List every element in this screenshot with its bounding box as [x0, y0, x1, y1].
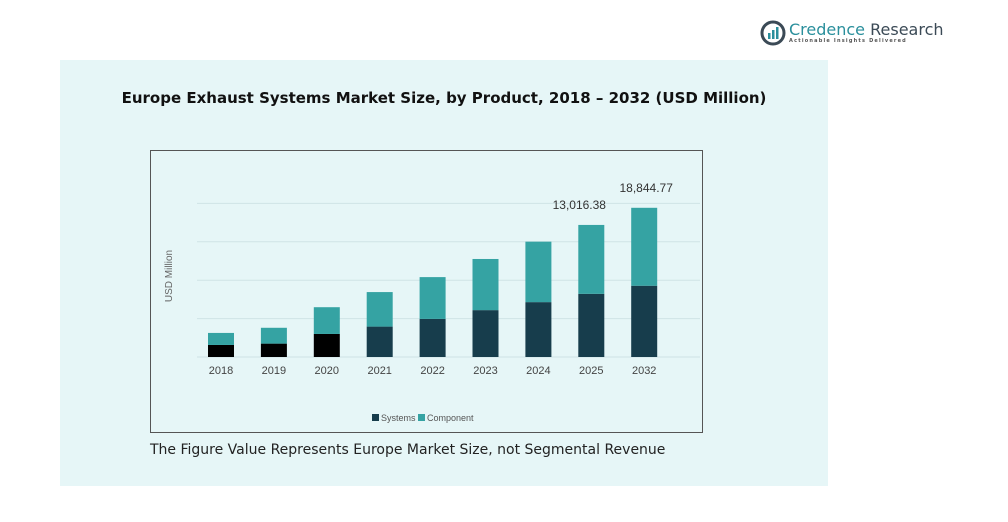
bar-systems-2024: [525, 302, 552, 357]
credence-research-logo: Credence Research Actionable Insights De…: [760, 20, 944, 46]
bar-systems-2018: [208, 344, 234, 357]
bar-systems-2023: [472, 310, 499, 357]
data-label: 18,844.77: [620, 181, 674, 195]
bar-systems-2025: [578, 293, 605, 357]
chart-title: Europe Exhaust Systems Market Size, by P…: [121, 89, 767, 107]
bar-component-2018: [208, 332, 234, 345]
logo-tagline: Actionable Insights Delivered: [789, 38, 907, 44]
logo-icon: [760, 20, 786, 46]
y-axis-label: USD Million: [164, 250, 175, 302]
legend-swatch-systems: [372, 414, 379, 421]
x-tick-label: 2020: [315, 365, 339, 377]
data-label: 13,016.38: [553, 198, 607, 212]
logo-name-1: Credence: [789, 20, 866, 39]
x-tick-label: 2018: [209, 365, 233, 377]
chart-panel: [60, 60, 828, 486]
bar-systems-2021: [366, 326, 393, 357]
x-tick-label: 2023: [473, 365, 497, 377]
bar-component-2019: [260, 327, 287, 344]
bar-systems-2019: [260, 343, 287, 357]
x-tick-label: 2032: [632, 365, 656, 377]
x-tick-label: 2025: [579, 365, 603, 377]
x-tick-label: 2022: [420, 365, 444, 377]
bar-component-2022: [419, 277, 446, 319]
legend-label-systems: Systems: [381, 413, 416, 423]
legend-label-component: Component: [427, 413, 474, 423]
bar-component-2025: [578, 224, 605, 294]
logo-name-2: Research: [865, 20, 944, 39]
bar-component-2020: [313, 307, 340, 334]
bar-component-2023: [472, 258, 499, 311]
x-tick-label: 2019: [262, 365, 286, 377]
bar-systems-2020: [313, 333, 340, 357]
x-tick-label: 2024: [526, 365, 550, 377]
chart-frame: [150, 150, 703, 433]
bar-systems-2022: [419, 318, 446, 357]
bar-component-2021: [366, 292, 393, 327]
footer-note: The Figure Value Represents Europe Marke…: [150, 442, 666, 458]
bar-systems-2032: [631, 285, 658, 357]
bar-component-2032: [631, 207, 658, 286]
legend-swatch-component: [418, 414, 425, 421]
x-tick-label: 2021: [367, 365, 391, 377]
bar-component-2024: [525, 241, 552, 303]
